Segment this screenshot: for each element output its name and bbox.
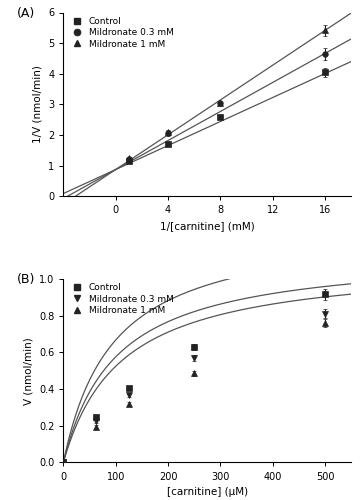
X-axis label: 1/[carnitine] (mM): 1/[carnitine] (mM) <box>160 221 254 231</box>
Y-axis label: 1/V (nmol/min): 1/V (nmol/min) <box>33 66 42 144</box>
Text: (A): (A) <box>17 7 35 20</box>
X-axis label: [carnitine] (μM): [carnitine] (μM) <box>167 487 248 497</box>
Text: (B): (B) <box>17 274 36 286</box>
Y-axis label: V (nmol/min): V (nmol/min) <box>24 337 33 404</box>
Legend: Control, Mildronate 0.3 mM, Mildronate 1 mM: Control, Mildronate 0.3 mM, Mildronate 1… <box>68 17 173 48</box>
Legend: Control, Mildronate 0.3 mM, Mildronate 1 mM: Control, Mildronate 0.3 mM, Mildronate 1… <box>68 284 173 315</box>
